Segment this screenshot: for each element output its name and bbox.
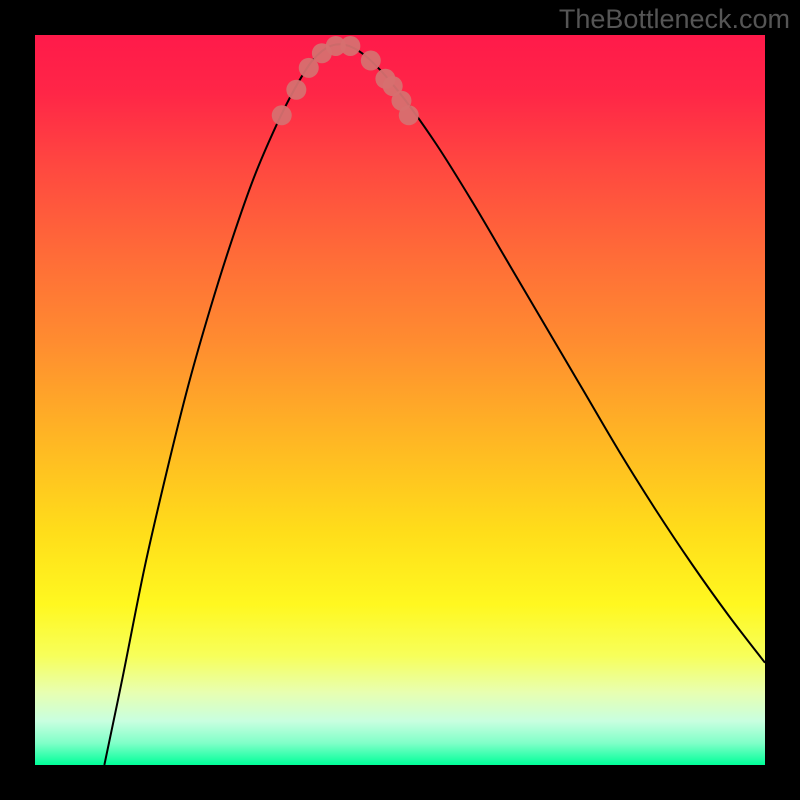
data-marker <box>272 105 292 125</box>
data-marker <box>286 80 306 100</box>
chart-svg <box>0 0 800 800</box>
data-marker <box>340 36 360 56</box>
data-marker <box>361 51 381 71</box>
chart-container: TheBottleneck.com <box>0 0 800 800</box>
watermark-text: TheBottleneck.com <box>559 4 790 35</box>
data-marker <box>399 105 419 125</box>
